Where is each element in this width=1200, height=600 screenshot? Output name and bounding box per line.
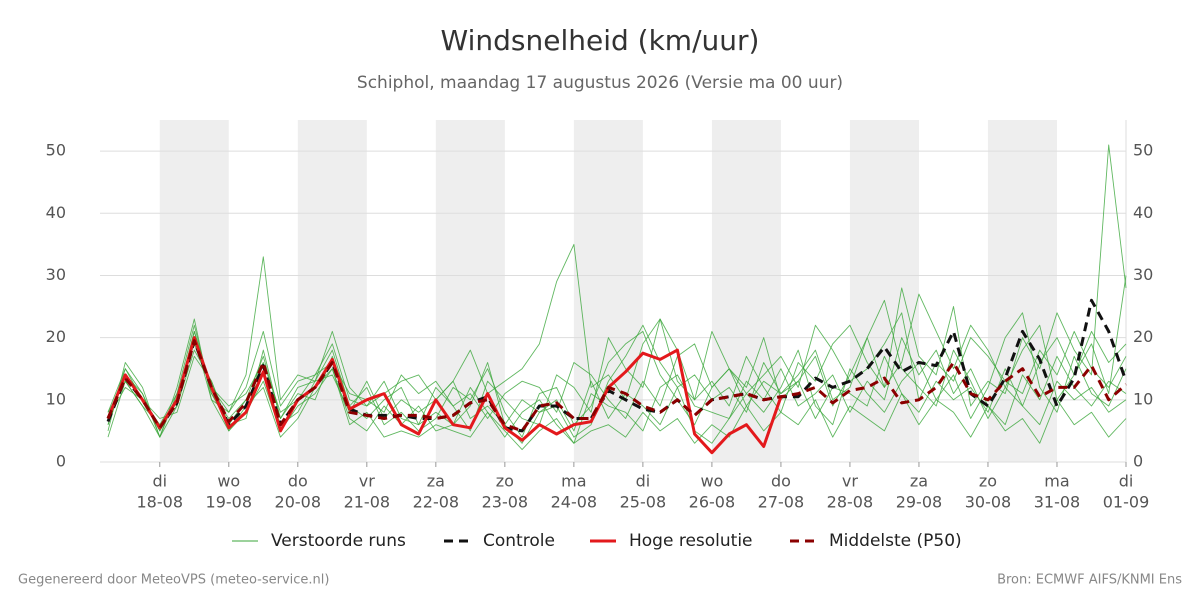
ensemble-line xyxy=(107,144,1127,438)
ensemble-line xyxy=(107,337,1127,451)
ensemble-line xyxy=(107,312,1127,444)
x-weekday-label: wo xyxy=(217,472,240,491)
y2-tick-label: 30 xyxy=(1133,265,1153,284)
legend-label: Middelste (P50) xyxy=(829,531,962,551)
x-tick-label: 31-08 xyxy=(1034,493,1081,512)
y-tick-label: 40 xyxy=(46,203,66,222)
y-tick-label: 20 xyxy=(46,327,66,346)
chart-title: Windsnelheid (km/uur) xyxy=(441,24,760,57)
x-weekday-label: zo xyxy=(496,472,514,491)
y2-tick-label: 40 xyxy=(1133,203,1153,222)
x-weekday-label: di xyxy=(636,472,651,491)
x-tick-label: 26-08 xyxy=(689,493,736,512)
x-tick-label: 22-08 xyxy=(413,493,460,512)
x-tick-label: 23-08 xyxy=(482,493,529,512)
x-tick-label: 27-08 xyxy=(758,493,805,512)
x-weekday-label: zo xyxy=(979,472,997,491)
footer-left: Gegenereerd door MeteoVPS (meteo-service… xyxy=(18,573,329,588)
y2-tick-label: 0 xyxy=(1133,452,1143,471)
ensemble-line xyxy=(107,312,1127,426)
x-tick-label: 01-09 xyxy=(1103,493,1150,512)
ensemble-line xyxy=(107,243,1127,432)
x-weekday-label: vr xyxy=(842,472,858,491)
x-weekday-label: do xyxy=(771,472,791,491)
x-tick-label: 28-08 xyxy=(827,493,874,512)
y-tick-label: 30 xyxy=(46,265,66,284)
x-tick-label: 20-08 xyxy=(275,493,322,512)
x-tick-label: 24-08 xyxy=(551,493,598,512)
x-tick-label: 18-08 xyxy=(137,493,184,512)
legend-label: Controle xyxy=(483,531,555,551)
y2-tick-label: 20 xyxy=(1133,327,1153,346)
x-weekday-label: di xyxy=(1119,472,1134,491)
x-tick-label: 21-08 xyxy=(344,493,391,512)
footer-right: Bron: ECMWF AIFS/KNMI Ens xyxy=(997,573,1182,588)
chart-subtitle: Schiphol, maandag 17 augustus 2026 (Vers… xyxy=(357,73,843,93)
x-tick-label: 19-08 xyxy=(206,493,253,512)
day-band xyxy=(711,120,781,462)
x-tick-label: 30-08 xyxy=(965,493,1012,512)
x-weekday-label: ma xyxy=(561,472,586,491)
day-band xyxy=(573,120,643,462)
x-weekday-label: wo xyxy=(700,472,723,491)
x-weekday-label: za xyxy=(910,472,928,491)
day-band xyxy=(849,120,919,462)
y-tick-label: 0 xyxy=(56,452,66,471)
x-weekday-label: do xyxy=(288,472,308,491)
x-weekday-label: vr xyxy=(359,472,375,491)
x-weekday-label: di xyxy=(152,472,167,491)
legend-label: Verstoorde runs xyxy=(271,531,406,551)
y-tick-label: 10 xyxy=(46,389,66,408)
y2-tick-label: 10 xyxy=(1133,389,1153,408)
y2-tick-label: 50 xyxy=(1133,141,1153,160)
x-weekday-label: ma xyxy=(1044,472,1069,491)
series-line xyxy=(106,339,1128,433)
x-weekday-label: za xyxy=(427,472,445,491)
legend-label: Hoge resolutie xyxy=(629,531,753,551)
y-tick-label: 50 xyxy=(46,141,66,160)
day-band xyxy=(987,120,1057,462)
x-tick-label: 29-08 xyxy=(896,493,943,512)
x-tick-label: 25-08 xyxy=(620,493,667,512)
